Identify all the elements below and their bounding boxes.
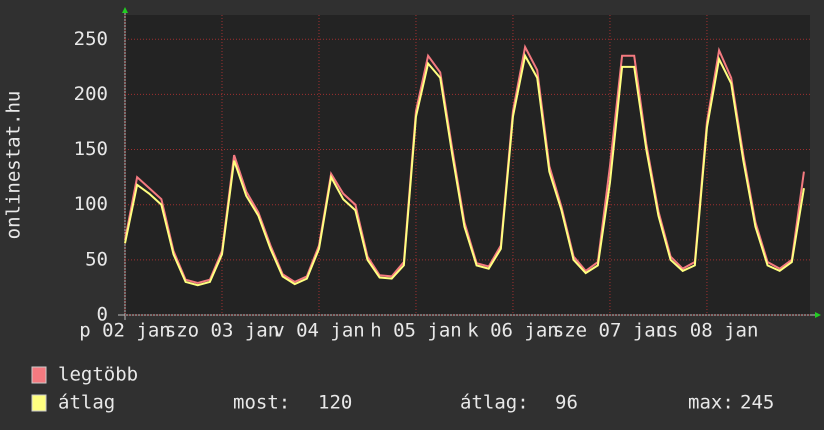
x-tick-label: h 05 jan [370,320,462,342]
y-axis-label: onlinestat.hu [3,91,25,240]
legend-swatch [31,394,47,412]
y-tick-label: 250 [74,28,108,50]
y-tick-label: 200 [74,83,108,105]
x-tick-label: p 02 jan [79,320,171,342]
y-tick-label: 0 [97,304,108,326]
legend-label: legtöbb [58,364,138,386]
x-tick-label: sze 07 jan [553,320,667,342]
legend-label: átlag [58,392,115,414]
stat-label: átlag: [460,392,529,414]
legend-swatch [31,366,47,384]
y-arrow [122,7,128,13]
series-line [124,52,805,287]
stat-label: max: [688,392,734,414]
y-tick-label: 150 [74,138,108,160]
x-tick-label: szo 03 jan [165,320,279,342]
x-tick-label: cs 08 jan [655,320,758,342]
stat-value: 96 [555,392,578,414]
stat-value: 245 [740,392,774,414]
stat-label: most: [233,392,290,414]
y-tick-label: 100 [74,193,108,215]
stat-value: 120 [318,392,352,414]
y-tick-label: 50 [85,248,108,270]
x-tick-label: k 06 jan [467,320,559,342]
x-arrow [815,312,821,318]
x-tick-label: v 04 jan [273,320,365,342]
